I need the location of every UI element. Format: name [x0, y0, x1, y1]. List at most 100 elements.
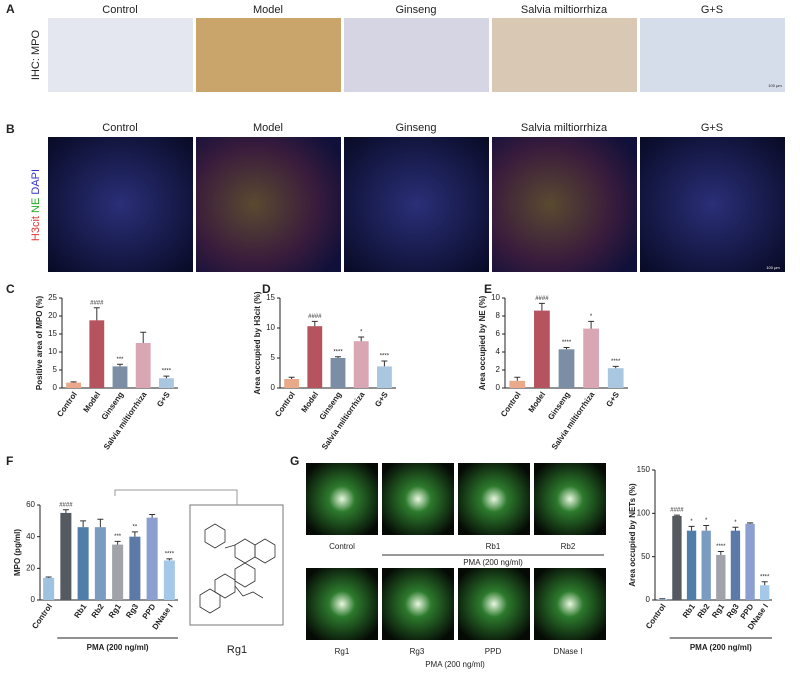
image-label: Rg1	[335, 647, 350, 656]
fluorescence-image	[344, 137, 489, 272]
connector	[114, 489, 238, 505]
x-tick-label: G+S	[155, 390, 172, 409]
group-label: PMA (200 ng/ml)	[463, 558, 523, 567]
column-label: Ginseng	[396, 4, 437, 16]
panel-label: B	[6, 122, 15, 136]
fluorescence-image	[196, 137, 341, 272]
error-bar	[131, 531, 138, 537]
significance: ***	[116, 357, 124, 363]
x-tick-label: Model	[527, 390, 548, 414]
scale-label: 100 μm	[768, 83, 782, 88]
significance: ####	[670, 508, 684, 514]
significance: ***	[114, 534, 122, 540]
significance: ****	[716, 544, 726, 550]
row-label: IHC: MPO	[30, 30, 42, 81]
fluorescence-image	[640, 137, 785, 272]
y-tick-label: 20	[48, 311, 57, 320]
bar	[112, 544, 124, 600]
y-tick-label: 20	[26, 563, 35, 572]
image-label: DNase I	[554, 647, 583, 656]
bar	[158, 378, 174, 388]
bar	[60, 512, 72, 600]
significance: *	[360, 330, 363, 336]
group-label: PMA (200 ng/ml)	[425, 660, 485, 669]
error-bar	[335, 356, 341, 358]
bar	[163, 560, 175, 600]
y-tick-label: 5	[53, 365, 58, 374]
significance: *	[690, 519, 693, 525]
panel-label: C	[6, 282, 15, 296]
group-label: PMA (200 ng/ml)	[690, 643, 752, 652]
y-axis-label: Positive area of MPO (%)	[35, 296, 44, 391]
bar	[135, 343, 151, 388]
significance: ****	[760, 574, 770, 580]
image-label: Rb1	[486, 542, 501, 551]
error-bar	[563, 347, 570, 350]
layout: A B C D E F G IHC: MPO H3cit NE DAPI Rg1…	[6, 2, 604, 669]
y-tick-label: 10	[266, 323, 275, 332]
x-tick-label: G+S	[373, 390, 390, 409]
row-label: H3cit NE DAPI	[30, 169, 42, 241]
error-bar	[358, 336, 365, 342]
bar	[534, 310, 550, 388]
panel-label: G	[290, 454, 299, 468]
bar	[43, 577, 55, 600]
bar	[730, 530, 741, 600]
bar	[89, 320, 105, 388]
error-bar	[93, 307, 100, 321]
column-label: Model	[253, 122, 283, 134]
structure-box	[189, 504, 284, 626]
x-tick-label: Salvia miltiorrhiza	[320, 390, 367, 452]
y-tick-label: 0	[646, 595, 651, 604]
significance: *	[734, 520, 737, 526]
error-bar	[311, 320, 318, 327]
x-tick-label: Model	[300, 390, 321, 414]
bar	[509, 380, 526, 388]
column-label: Salvia miltiorrhiza	[521, 122, 608, 134]
ihc-image	[48, 18, 193, 92]
x-tick-label: Control	[273, 390, 297, 418]
net-image	[458, 568, 530, 640]
significance: ****	[611, 359, 621, 365]
bar	[672, 515, 682, 600]
error-bar	[45, 576, 52, 578]
error-bar	[538, 302, 545, 311]
bar	[760, 585, 770, 600]
x-tick-label: Rg1	[710, 602, 726, 620]
bar	[745, 523, 755, 600]
fluorescence-image	[48, 137, 193, 272]
y-tick-label: 50	[641, 552, 650, 561]
error-bar	[612, 365, 619, 369]
error-bar	[62, 509, 69, 513]
bar	[146, 517, 158, 600]
error-bar	[688, 525, 695, 531]
error-bar	[761, 581, 768, 586]
bar	[353, 341, 369, 388]
error-bar	[166, 558, 173, 561]
significance: ####	[308, 314, 322, 320]
x-tick-label: Rb2	[696, 602, 712, 620]
ihc-image	[492, 18, 637, 92]
panel-label: F	[6, 454, 13, 468]
error-bar	[114, 540, 121, 545]
significance: ####	[90, 300, 104, 306]
bar	[66, 382, 82, 388]
y-tick-label: 100	[637, 508, 651, 517]
y-tick-label: 60	[26, 500, 35, 509]
error-bar	[747, 522, 754, 524]
bar	[129, 536, 141, 600]
column-label: G+S	[701, 122, 723, 134]
error-bar	[588, 320, 595, 329]
x-tick-label: Rb1	[681, 602, 697, 620]
bar	[657, 599, 667, 600]
x-tick-label: Control	[499, 390, 523, 418]
bar	[558, 349, 575, 388]
net-image	[382, 463, 454, 535]
x-tick-label: G+S	[604, 390, 621, 409]
x-tick-label: Rb2	[90, 602, 106, 620]
y-tick-label: 2	[496, 365, 501, 374]
bar	[330, 358, 346, 388]
structure-label: Rg1	[227, 644, 247, 656]
significance: *	[705, 518, 708, 524]
bar	[686, 530, 697, 600]
